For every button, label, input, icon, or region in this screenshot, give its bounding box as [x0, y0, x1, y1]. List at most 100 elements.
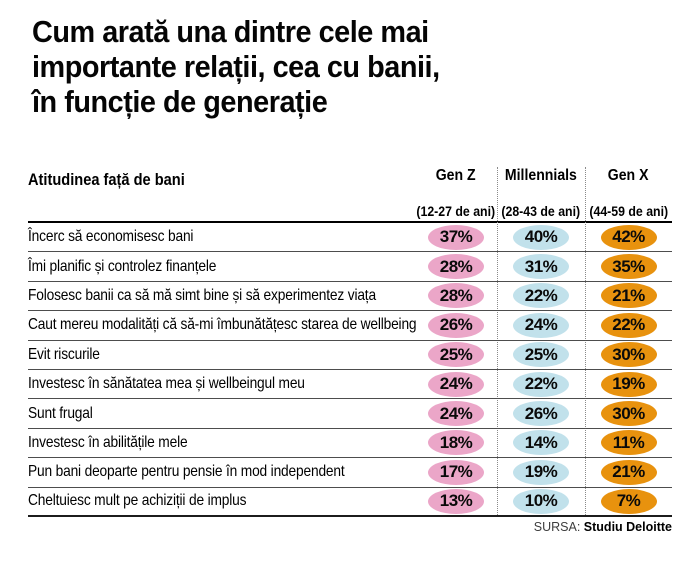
cell-millennials: 26%: [497, 401, 585, 427]
cell-millennials: 40%: [497, 224, 585, 250]
value-badge-genz: 13%: [428, 488, 484, 514]
row-label: Caut mereu modalități că să-mi îmbunătăț…: [28, 316, 417, 334]
row-label: Cheltuiesc mult pe achiziții de implus: [28, 492, 247, 510]
value-badge-millennials: 22%: [513, 283, 569, 309]
cell-millennials: 24%: [497, 312, 585, 338]
value-badge-genz: 26%: [428, 312, 484, 338]
value-badge-millennials: 10%: [513, 488, 569, 514]
value-badge-genx: 21%: [600, 459, 657, 485]
value-badge-genz: 18%: [428, 430, 484, 456]
value-badge-genz: 24%: [428, 401, 484, 427]
value-badge-genx: 7%: [600, 488, 657, 514]
table-row-header-label: Atitudinea față de bani: [28, 170, 185, 189]
row-label: Îmi planific și controlez finanțele: [28, 257, 217, 275]
row-label: Sunt frugal: [28, 404, 93, 422]
cell-millennials: 25%: [497, 342, 585, 368]
value-badge-millennials: 19%: [513, 459, 569, 485]
value-badge-genx: 35%: [600, 254, 657, 280]
column-headers: Gen Z (12-27 de ani) Millennials (28-43 …: [415, 167, 672, 219]
cell-millennials: 22%: [497, 283, 585, 309]
cell-genx: 21%: [585, 283, 672, 309]
value-badge-genz: 25%: [428, 342, 484, 368]
table-row: Pun bani deoparte pentru pensie în mod i…: [28, 458, 672, 488]
column-header-genx-name: Gen X: [608, 167, 649, 184]
source-label: SURSA:: [533, 520, 581, 534]
page-title: Cum arată una dintre cele mai importante…: [32, 14, 440, 119]
cell-genz: 18%: [415, 430, 497, 456]
row-label: Evit riscurile: [28, 345, 100, 363]
row-label: Pun bani deoparte pentru pensie în mod i…: [28, 463, 345, 481]
cell-millennials: 31%: [497, 254, 585, 280]
table-row: Cheltuiesc mult pe achiziții de implus 1…: [28, 488, 672, 517]
cell-genx: 21%: [585, 459, 672, 485]
column-divider: [585, 167, 586, 517]
cell-genz: 25%: [415, 342, 497, 368]
value-badge-millennials: 14%: [513, 430, 569, 456]
table-row: Caut mereu modalități că să-mi îmbunătăț…: [28, 311, 672, 341]
value-badge-genx: 42%: [600, 224, 657, 250]
column-header-millennials-range: (28-43 de ani): [501, 203, 581, 219]
cell-millennials: 22%: [497, 371, 585, 397]
cell-genz: 37%: [415, 224, 497, 250]
table-row: Îmi planific și controlez finanțele 28% …: [28, 252, 672, 282]
row-label: Investesc în sănătatea mea și wellbeingu…: [28, 375, 305, 393]
cell-genx: 7%: [585, 488, 672, 514]
table-row: Investesc în abilitățile mele 18% 14% 11…: [28, 429, 672, 459]
cell-millennials: 14%: [497, 430, 585, 456]
value-badge-genx: 22%: [600, 312, 657, 338]
value-badge-genx: 30%: [600, 342, 657, 368]
value-badge-millennials: 25%: [513, 342, 569, 368]
row-label: Investesc în abilitățile mele: [28, 433, 188, 451]
cell-genx: 19%: [585, 371, 672, 397]
cell-millennials: 19%: [497, 459, 585, 485]
cell-genz: 28%: [415, 254, 497, 280]
value-badge-genz: 24%: [428, 371, 484, 397]
table-row: Sunt frugal 24% 26% 30%: [28, 399, 672, 429]
cell-genz: 26%: [415, 312, 497, 338]
source-name: Studiu Deloitte: [583, 520, 672, 534]
value-badge-millennials: 40%: [513, 224, 569, 250]
value-badge-genx: 11%: [600, 430, 657, 456]
value-badge-millennials: 22%: [513, 371, 569, 397]
column-header-millennials-name: Millennials: [505, 167, 577, 184]
row-label: Folosesc banii ca să mă simt bine și să …: [28, 286, 376, 304]
column-header-genx-range: (44-59 de ani): [589, 203, 668, 219]
cell-genx: 42%: [585, 224, 672, 250]
cell-genx: 22%: [585, 312, 672, 338]
column-divider: [497, 167, 498, 517]
value-badge-genx: 19%: [600, 371, 657, 397]
table-row-header: Atitudinea față de bani: [28, 170, 210, 190]
cell-genx: 11%: [585, 430, 672, 456]
cell-millennials: 10%: [497, 488, 585, 514]
value-badge-genz: 37%: [428, 224, 484, 250]
table-body: Încerc să economisesc bani 37% 40% 42% Î…: [28, 223, 672, 517]
row-label: Încerc să economisesc bani: [28, 228, 194, 246]
value-badge-millennials: 24%: [513, 312, 569, 338]
cell-genz: 28%: [415, 283, 497, 309]
column-header-genz-name: Gen Z: [436, 167, 476, 184]
value-badge-genz: 28%: [428, 283, 484, 309]
cell-genx: 30%: [585, 342, 672, 368]
value-badge-millennials: 26%: [513, 401, 569, 427]
header-rule: [28, 221, 672, 223]
cell-genz: 17%: [415, 459, 497, 485]
table-row: Folosesc banii ca să mă simt bine și să …: [28, 282, 672, 312]
column-header-genz: Gen Z (12-27 de ani): [415, 167, 497, 219]
cell-genz: 13%: [415, 488, 497, 514]
table-row: Investesc în sănătatea mea și wellbeingu…: [28, 370, 672, 400]
value-badge-genz: 28%: [428, 254, 484, 280]
column-header-millennials: Millennials (28-43 de ani): [497, 167, 585, 219]
source-credit: SURSA: Studiu Deloitte: [534, 520, 672, 534]
column-header-genx: Gen X (44-59 de ani): [585, 167, 672, 219]
value-badge-genz: 17%: [428, 459, 484, 485]
value-badge-genx: 21%: [600, 283, 657, 309]
value-badge-genx: 30%: [600, 401, 657, 427]
cell-genx: 30%: [585, 401, 672, 427]
table-row: Evit riscurile 25% 25% 30%: [28, 341, 672, 370]
value-badge-millennials: 31%: [513, 254, 569, 280]
table-row: Încerc să economisesc bani 37% 40% 42%: [28, 223, 672, 253]
cell-genz: 24%: [415, 401, 497, 427]
cell-genx: 35%: [585, 254, 672, 280]
column-header-genz-range: (12-27 de ani): [416, 203, 496, 219]
